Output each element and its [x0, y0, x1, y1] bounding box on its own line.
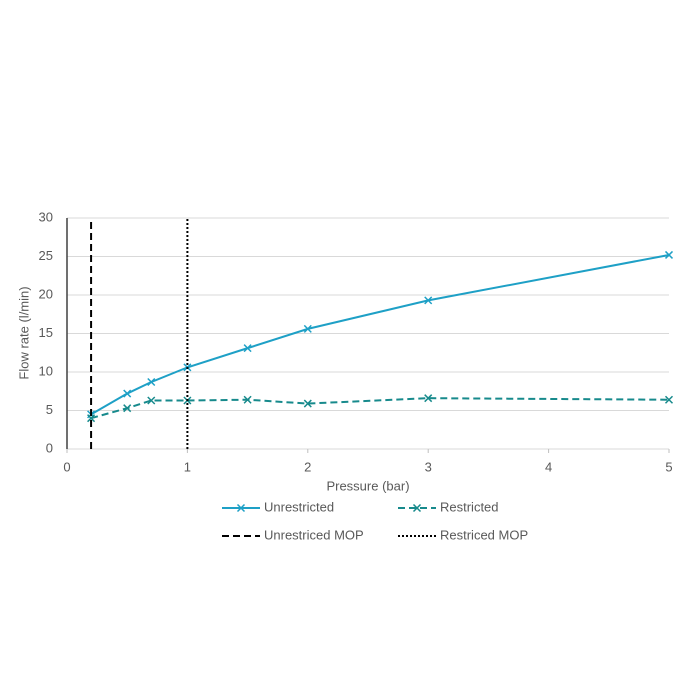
- x-tick-label: 3: [425, 459, 432, 474]
- y-tick-label: 0: [46, 440, 53, 455]
- x-tick-label: 5: [665, 459, 672, 474]
- marker: [664, 250, 674, 259]
- marker: [424, 296, 433, 305]
- marker: [243, 344, 252, 353]
- marker: [424, 394, 433, 403]
- legend-marker: [412, 503, 422, 513]
- marker: [147, 377, 156, 387]
- x-tick-label: 4: [545, 459, 552, 474]
- marker: [147, 396, 156, 405]
- y-tick-label: 10: [39, 363, 53, 378]
- y-axis-label: Flow rate (l/min): [16, 286, 31, 379]
- legend-label: Unrestriced MOP: [264, 527, 364, 542]
- legend-label: Restricted: [440, 499, 499, 514]
- y-tick-label: 30: [39, 209, 53, 224]
- y-tick-label: 20: [39, 286, 53, 301]
- marker: [243, 395, 252, 404]
- marker: [87, 414, 96, 423]
- x-axis-label: Pressure (bar): [326, 478, 409, 493]
- marker: [123, 389, 132, 398]
- y-tick-label: 5: [46, 402, 53, 417]
- legend-label: Restriced MOP: [440, 527, 528, 542]
- legend-marker: [236, 503, 246, 513]
- y-tick-label: 15: [39, 325, 53, 340]
- series-line: [90, 397, 670, 420]
- y-tick-label: 25: [39, 248, 53, 263]
- x-tick-label: 1: [184, 459, 191, 474]
- marker: [303, 399, 312, 408]
- marker: [303, 324, 312, 333]
- series-line: [90, 253, 670, 416]
- legend-label: Unrestricted: [264, 499, 334, 514]
- marker: [123, 404, 132, 413]
- x-tick-label: 0: [63, 459, 70, 474]
- x-tick-label: 2: [304, 459, 311, 474]
- marker: [664, 395, 674, 404]
